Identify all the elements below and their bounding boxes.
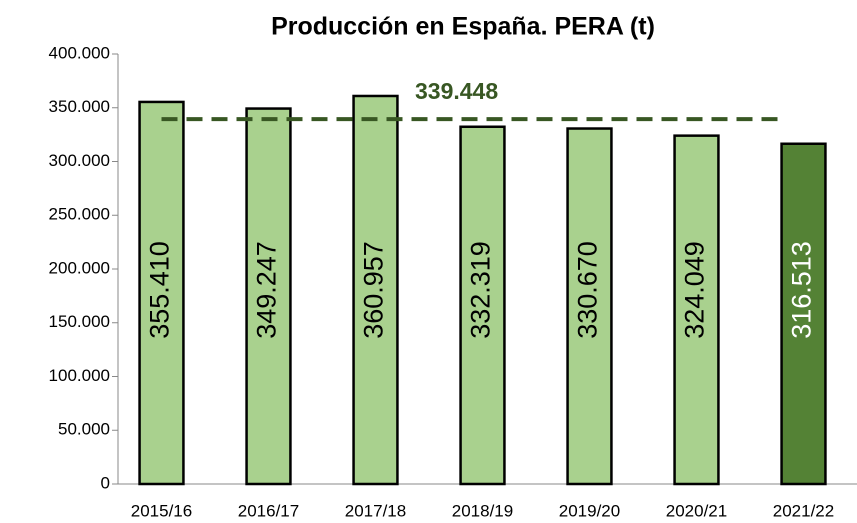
x-tick-label: 2018/19: [452, 501, 513, 520]
y-tick-label: 150.000: [49, 312, 110, 331]
bar: [673, 134, 720, 486]
x-tick-label: 2020/21: [666, 501, 727, 520]
y-tick-label: 350.000: [49, 97, 110, 116]
x-tick-label: 2019/20: [559, 501, 620, 520]
bar: [566, 127, 613, 486]
bar: [138, 100, 185, 486]
data-label: 355.410: [145, 241, 175, 339]
bar: [459, 125, 506, 486]
x-tick-label: 2016/17: [238, 501, 299, 520]
data-label: 332.319: [466, 241, 496, 339]
data-label: 324.049: [680, 241, 710, 339]
bar: [245, 107, 292, 486]
y-tick-label: 250.000: [49, 205, 110, 224]
average-label: 339.448: [415, 78, 498, 104]
chart-title: Producción en España. PERA (t): [271, 13, 655, 41]
data-label: 316.513: [787, 241, 817, 339]
y-tick-label: 400.000: [49, 43, 110, 62]
data-label: 360.957: [359, 241, 389, 339]
y-tick-label: 300.000: [49, 151, 110, 170]
x-tick-label: 2017/18: [345, 501, 406, 520]
y-tick-label: 100.000: [49, 366, 110, 385]
bar: [352, 94, 399, 486]
y-tick-label: 0: [101, 473, 110, 492]
data-label: 349.247: [252, 241, 282, 339]
x-tick-label: 2015/16: [131, 501, 192, 520]
data-label: 330.670: [573, 241, 603, 339]
y-tick-label: 200.000: [49, 258, 110, 277]
y-tick-label: 50.000: [58, 420, 110, 439]
x-tick-label: 2021/22: [773, 501, 834, 520]
bar: [780, 142, 827, 486]
